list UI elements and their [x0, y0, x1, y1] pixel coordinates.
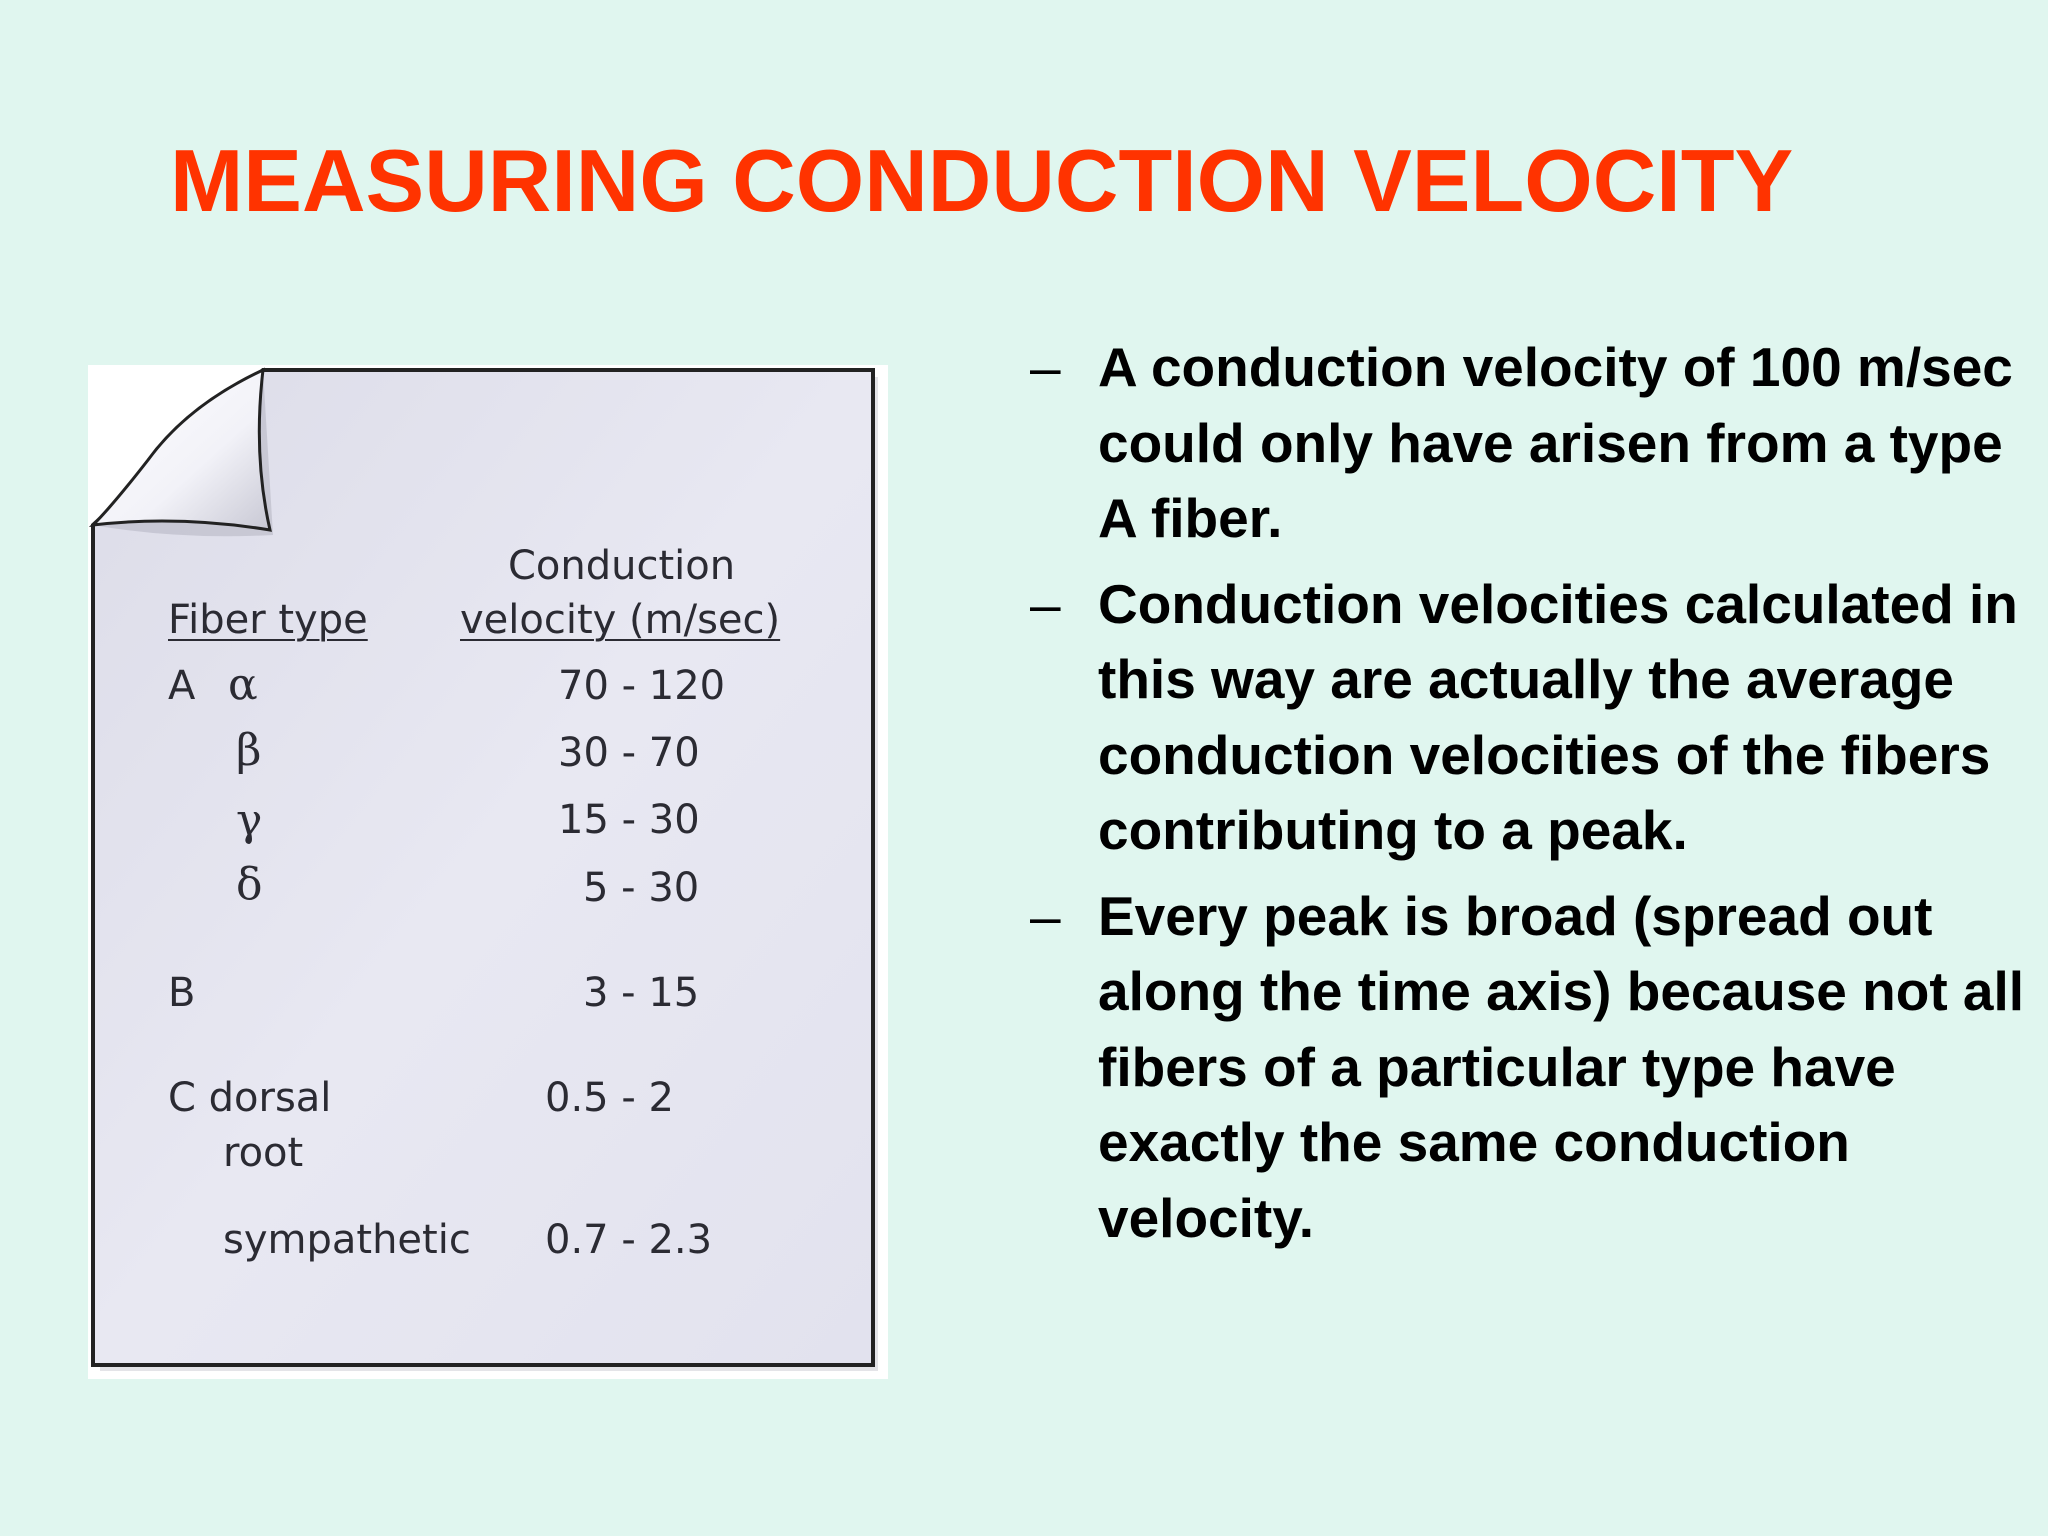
row-velocity-b: 3 - 15 — [583, 970, 700, 1016]
fiber-table-figure: Conduction Fiber type velocity (m/sec) A… — [88, 365, 888, 1379]
bullet-text: A conduction velocity of 100 m/sec could… — [1098, 336, 2013, 549]
fiber-type-header: Fiber type — [168, 597, 368, 643]
page-curl-graphic — [88, 367, 878, 1371]
row-subtype-sympathetic: sympathetic — [223, 1217, 471, 1263]
row-subtype-beta: β — [236, 725, 262, 776]
bullet-dash: – — [1030, 572, 1061, 635]
row-velocity-dorsal-root: 0.5 - 2 — [545, 1075, 674, 1121]
velocity-header-line1: Conduction — [508, 543, 736, 589]
row-subtype-delta: δ — [236, 859, 263, 910]
row-group-c-dorsal: C dorsal — [168, 1075, 332, 1121]
row-velocity-delta: 5 - 30 — [583, 865, 700, 911]
row-subtype-alpha: α — [228, 659, 258, 710]
bullet-item: – Conduction velocities calculated in th… — [1030, 567, 2030, 869]
slide-title: MEASURING CONDUCTION VELOCITY — [170, 131, 1794, 230]
row-group-b: B — [168, 970, 196, 1016]
bullet-text: Every peak is broad (spread out along th… — [1098, 884, 2025, 1249]
row-subtype-gamma: γ — [236, 795, 263, 846]
bullet-list: – A conduction velocity of 100 m/sec cou… — [1030, 330, 2030, 1266]
row-subtype-root: root — [223, 1130, 304, 1176]
row-velocity-gamma: 15 - 30 — [558, 797, 700, 843]
bullet-item: – A conduction velocity of 100 m/sec cou… — [1030, 330, 2030, 557]
velocity-header-line2: velocity (m/sec) — [460, 597, 781, 643]
bullet-dash: – — [1030, 336, 1061, 398]
bullet-text: Conduction velocities calculated in this… — [1098, 572, 2018, 862]
row-velocity-beta: 30 - 70 — [558, 730, 700, 776]
row-group-a: A — [168, 663, 196, 709]
row-velocity-alpha: 70 - 120 — [558, 663, 726, 709]
bullet-item: – Every peak is broad (spread out along … — [1030, 879, 2030, 1257]
bullet-dash: – — [1030, 884, 1061, 947]
row-velocity-sympathetic: 0.7 - 2.3 — [545, 1217, 713, 1263]
